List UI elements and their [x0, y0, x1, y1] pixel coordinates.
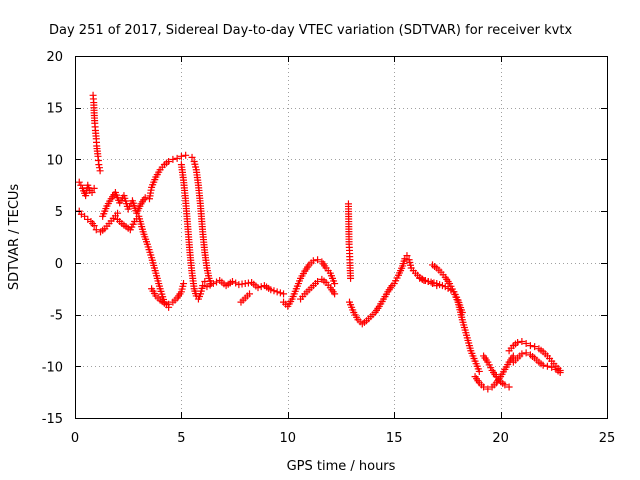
- axis-ticks: [75, 56, 608, 419]
- x-tick-label: 10: [280, 431, 297, 446]
- y-tick-label: 15: [46, 102, 63, 117]
- series-arc11: [237, 290, 253, 306]
- series-arc12: [280, 256, 339, 310]
- point-markers: [114, 212, 173, 311]
- point-markers: [509, 349, 564, 376]
- point-markers: [390, 252, 441, 290]
- series-arc2: [75, 207, 122, 236]
- point-markers: [75, 178, 98, 200]
- plot-frame: [75, 56, 608, 419]
- point-markers: [280, 256, 339, 310]
- y-tick-label: 0: [55, 257, 63, 272]
- chart-title: Day 251 of 2017, Sidereal Day-to-day VTE…: [49, 23, 572, 38]
- grid-lines: [75, 56, 607, 418]
- series-arc4: [99, 189, 149, 220]
- y-tick-label: -5: [50, 309, 63, 324]
- point-markers: [89, 91, 104, 175]
- series-arc13: [297, 275, 339, 303]
- y-tick-label: 5: [55, 205, 63, 220]
- series-arc15: [346, 282, 396, 328]
- point-markers: [99, 189, 149, 220]
- x-tick-label: 25: [599, 431, 616, 446]
- point-markers: [429, 261, 466, 317]
- point-markers: [148, 280, 188, 308]
- point-markers: [297, 275, 339, 303]
- point-markers: [237, 290, 253, 306]
- point-markers: [145, 151, 190, 203]
- series-arc10: [203, 276, 288, 298]
- series-arc6: [145, 151, 190, 203]
- point-markers: [416, 274, 483, 375]
- point-markers: [480, 352, 513, 391]
- point-markers: [203, 276, 288, 298]
- series-arc18: [429, 261, 466, 317]
- series-arc16: [390, 252, 441, 290]
- point-markers: [471, 352, 517, 393]
- series-arc1: [75, 178, 98, 200]
- series-arc5: [114, 212, 173, 311]
- series-arc17: [416, 274, 483, 375]
- point-markers: [177, 161, 209, 303]
- x-tick-label: 20: [492, 431, 509, 446]
- x-tick-labels: 0 5 10 15 20 25: [71, 431, 615, 446]
- y-axis-label: SDTVAR / TECUs: [7, 184, 22, 291]
- data-points: [75, 91, 564, 393]
- y-tick-label: -10: [42, 360, 63, 375]
- x-axis-label: GPS time / hours: [287, 459, 396, 474]
- series-arc14: [344, 200, 355, 282]
- x-tick-label: 15: [386, 431, 403, 446]
- series-arc8: [177, 161, 209, 303]
- series-arc19: [471, 352, 517, 393]
- point-markers: [344, 200, 355, 282]
- series-arc20: [480, 352, 513, 391]
- point-markers: [75, 207, 122, 236]
- series-arc9: [188, 153, 215, 288]
- series-arc7: [148, 280, 188, 308]
- x-tick-label: 0: [71, 431, 79, 446]
- point-markers: [188, 153, 215, 288]
- y-tick-label: 20: [46, 50, 63, 65]
- point-markers: [346, 282, 396, 328]
- y-tick-labels: -15 -10 -5 0 5 10 15 20: [42, 50, 63, 427]
- y-tick-label: -15: [42, 412, 63, 427]
- series-arc3: [89, 91, 104, 175]
- x-tick-label: 5: [177, 431, 185, 446]
- y-tick-label: 10: [46, 153, 63, 168]
- series-arc22: [509, 349, 564, 376]
